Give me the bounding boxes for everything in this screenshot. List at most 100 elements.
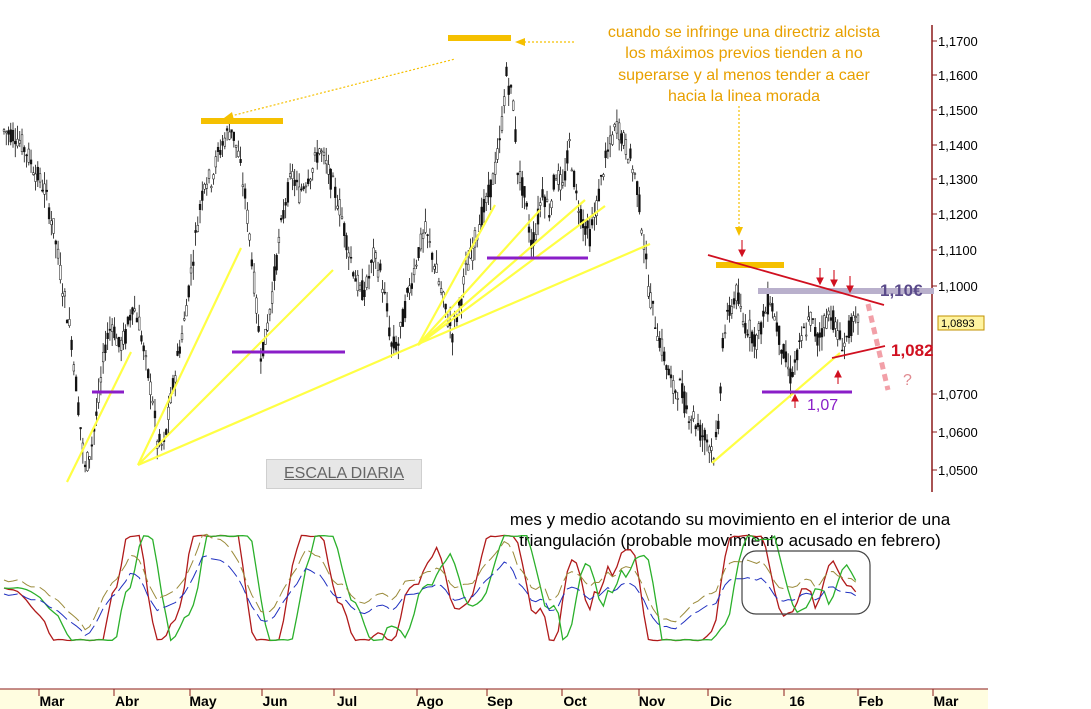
candle-body <box>798 340 801 343</box>
uptrend-line <box>137 242 651 467</box>
candle-body <box>852 315 855 322</box>
candle-body <box>77 402 80 416</box>
candle-body <box>498 138 501 141</box>
uptrend-line <box>417 209 541 346</box>
candle-body <box>270 291 274 304</box>
candle-body <box>604 150 607 159</box>
candle-body <box>608 135 612 145</box>
month-label: Mar <box>934 693 959 709</box>
candle-body <box>424 221 427 233</box>
candle-body <box>717 420 720 429</box>
candle-body <box>183 318 186 321</box>
candle-body <box>568 139 571 142</box>
candlesticks <box>2 62 860 473</box>
candle-body <box>401 309 404 327</box>
candle-body <box>814 327 817 337</box>
support-levels <box>92 256 852 394</box>
candle-body <box>147 369 150 379</box>
candle-body <box>354 278 357 282</box>
candle-body <box>248 233 251 241</box>
price-tick-label: 1,1000 <box>938 279 978 294</box>
candle-body <box>536 208 540 225</box>
candle-body <box>856 314 860 323</box>
candle-body <box>406 288 409 293</box>
candle-body <box>521 177 524 196</box>
level-1082-line <box>831 345 886 359</box>
candle-body <box>52 218 55 234</box>
candle-body <box>50 220 53 225</box>
candle-body <box>710 446 713 451</box>
candle-body <box>113 326 116 339</box>
candle-body <box>723 332 727 335</box>
candle-body <box>313 152 317 156</box>
candle-body <box>228 131 231 140</box>
candle-body <box>14 141 17 145</box>
candle-body <box>791 371 794 377</box>
candle-body <box>140 335 143 342</box>
candle-body <box>741 321 745 325</box>
candle-body <box>805 334 808 337</box>
candle-body <box>32 172 35 175</box>
candle-body <box>563 171 567 181</box>
candle-body <box>660 338 664 356</box>
candle-body <box>802 326 806 329</box>
candle-body <box>309 178 312 182</box>
candle-body <box>701 435 704 438</box>
candle-body <box>56 248 60 259</box>
candle-body <box>7 130 10 135</box>
candle-body <box>410 283 413 289</box>
candle-body <box>322 151 326 156</box>
oscillator-olive-line <box>3 533 857 631</box>
candle-body <box>726 309 729 312</box>
candle-body <box>541 189 544 198</box>
candle-body <box>133 308 136 312</box>
candle-body <box>255 297 258 314</box>
candle-body <box>331 175 335 178</box>
candle-body <box>122 330 125 345</box>
candle-body <box>656 336 659 341</box>
candle-body <box>338 199 341 216</box>
month-label: Jun <box>263 693 288 709</box>
last-price-tag <box>937 315 985 331</box>
uptrend-lines <box>66 199 841 483</box>
candle-body <box>471 248 474 261</box>
candle-body <box>602 174 605 177</box>
candle-body <box>216 146 220 152</box>
candle-body <box>334 186 337 198</box>
candle-body <box>784 351 788 363</box>
candle-body <box>768 302 772 305</box>
question-mark: ? <box>903 372 912 389</box>
candle-body <box>491 173 495 185</box>
candle-body <box>829 317 833 321</box>
level-110-label: 1,10€ <box>880 281 923 300</box>
candle-body <box>160 444 163 446</box>
candle-body <box>124 329 127 344</box>
candle-body <box>636 181 639 196</box>
candle-body <box>210 186 213 189</box>
candle-body <box>403 301 407 319</box>
candle-body <box>90 444 94 447</box>
candle-body <box>586 220 589 229</box>
candle-body <box>201 190 204 201</box>
candle-body <box>340 216 344 219</box>
candle-body <box>539 202 542 206</box>
month-label: May <box>189 693 216 709</box>
candle-body <box>343 223 346 236</box>
candle-body <box>372 247 375 263</box>
highs-connector-arrows <box>226 41 740 230</box>
candle-body <box>460 298 463 307</box>
candle-body <box>187 285 190 298</box>
candle-body <box>370 260 373 263</box>
candle-body <box>611 134 614 145</box>
uptrend-line <box>137 269 334 466</box>
price-axis-ticks: 1,1700 1,1600 1,1500 1,1400 1,1300 1,1200 1,11… <box>932 34 978 478</box>
candle-body <box>622 132 625 146</box>
candle-body <box>61 293 64 297</box>
candle-body <box>838 330 842 340</box>
candle-body <box>809 311 812 326</box>
candle-body <box>796 349 799 361</box>
candle-body <box>214 156 217 168</box>
candle-body <box>744 323 747 334</box>
candle-body <box>482 199 486 213</box>
candle-body <box>572 170 576 188</box>
